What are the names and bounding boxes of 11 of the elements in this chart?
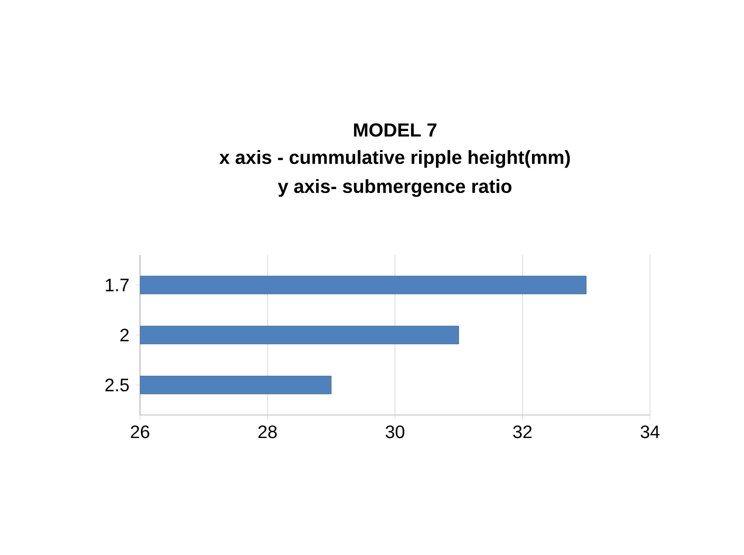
x-tick-label: 26 — [130, 425, 150, 438]
y-tick-label: 2 — [120, 328, 129, 342]
x-tick-label: 34 — [640, 425, 660, 438]
x-tick-label: 32 — [513, 425, 532, 438]
chart-title: MODEL 7 — [354, 123, 436, 137]
x-tick-label: 30 — [386, 425, 404, 438]
y-tick-label: 1.7 — [106, 278, 129, 292]
x-tick-label: 28 — [258, 425, 277, 438]
text: y axis- submergence ratio — [278, 179, 512, 197]
chart-subtitle: x axis - cummulative ripple height(mm) — [219, 150, 570, 168]
y-tick-label: 2.5 — [105, 378, 129, 392]
